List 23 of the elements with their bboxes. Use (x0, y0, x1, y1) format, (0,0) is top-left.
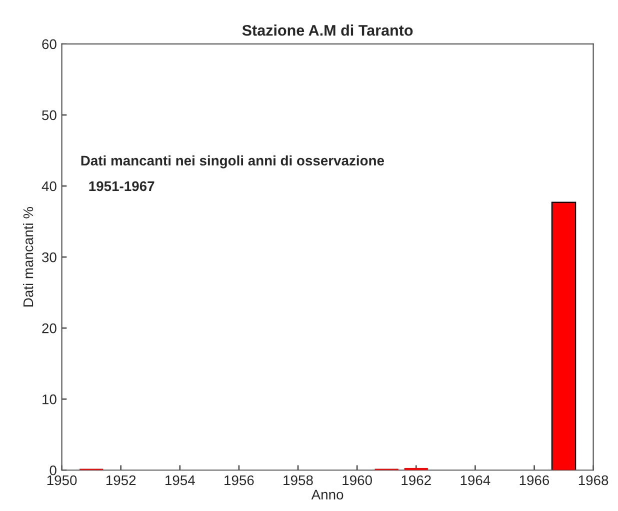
x-tick-label: 1960 (342, 475, 372, 486)
x-tick-label: 1962 (402, 475, 431, 486)
chart-title: Stazione A.M di Taranto (242, 24, 413, 36)
bar (551, 202, 576, 470)
y-tick-label: 10 (42, 394, 56, 404)
y-tick-label: 40 (42, 181, 56, 192)
y-tick-label: 0 (50, 465, 56, 476)
x-tick-label: 1964 (460, 475, 490, 486)
x-tick-label: 1956 (224, 475, 254, 486)
annotation: 1951-1967 (89, 181, 154, 192)
x-tick-label: 1958 (284, 475, 313, 486)
x-tick-label: 1966 (520, 475, 550, 486)
y-tick-label: 30 (42, 252, 56, 262)
y-tick-label: 20 (42, 323, 56, 334)
x-tick-label: 1950 (47, 475, 77, 486)
y-axis-title: Dati mancanti % (22, 206, 34, 306)
annotation: Dati mancanti nei singoli anni di osservazione (81, 155, 384, 168)
x-tick-label: 1968 (578, 475, 608, 486)
x-axis-title: Anno (311, 490, 344, 500)
x-tick-label: 1952 (106, 475, 136, 486)
y-tick-label: 60 (42, 39, 56, 50)
y-tick-label: 50 (42, 110, 56, 120)
x-tick-label: 1954 (166, 475, 195, 486)
